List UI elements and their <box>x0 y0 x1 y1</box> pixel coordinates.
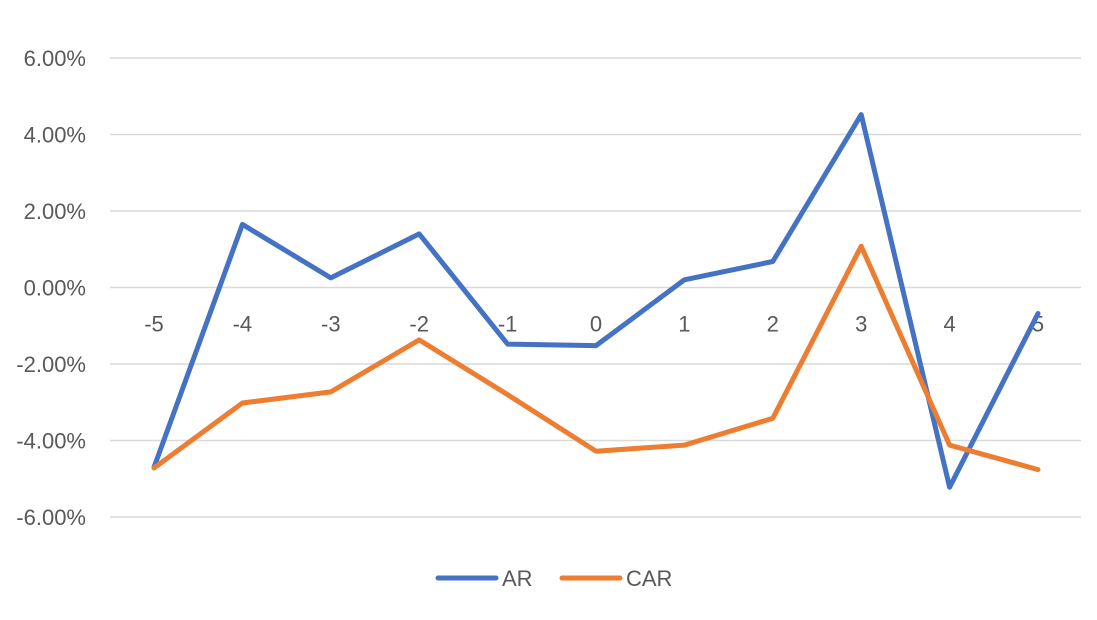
legend-item-ar: AR <box>435 566 533 591</box>
legend-label: CAR <box>626 566 672 591</box>
x-tick-label: 4 <box>943 312 955 337</box>
legend-item-car: CAR <box>559 566 672 591</box>
y-tick-label: -2.00% <box>16 352 86 377</box>
x-tick-label: -4 <box>233 312 253 337</box>
x-tick-label: 0 <box>590 312 602 337</box>
legend: AR CAR <box>435 566 672 591</box>
y-tick-label: -4.00% <box>16 429 86 454</box>
series-line-car <box>151 243 1041 473</box>
y-tick-label: -6.00% <box>16 505 86 530</box>
y-tick-label: 0.00% <box>24 276 86 301</box>
series-lines <box>151 112 1041 490</box>
gridlines <box>110 57 1081 518</box>
legend-label: AR <box>502 566 533 591</box>
x-tick-label: -5 <box>144 312 164 337</box>
y-tick-label: 6.00% <box>24 46 86 71</box>
x-tick-label: 2 <box>767 312 779 337</box>
y-axis-tick-labels: -6.00% -4.00% -2.00% 0.00% 2.00% 4.00% 6.00% <box>16 46 86 530</box>
x-tick-label: -2 <box>409 312 429 337</box>
x-tick-label: -1 <box>498 312 518 337</box>
x-tick-label: 3 <box>855 312 867 337</box>
x-tick-label: -3 <box>321 312 341 337</box>
y-tick-label: 2.00% <box>24 199 86 224</box>
x-axis-tick-labels: -5 -4 -3 -2 -1 0 1 2 3 4 5 <box>144 312 1044 337</box>
y-tick-label: 4.00% <box>24 123 86 148</box>
series-line-ar <box>151 112 1041 490</box>
x-tick-label: 1 <box>678 312 690 337</box>
